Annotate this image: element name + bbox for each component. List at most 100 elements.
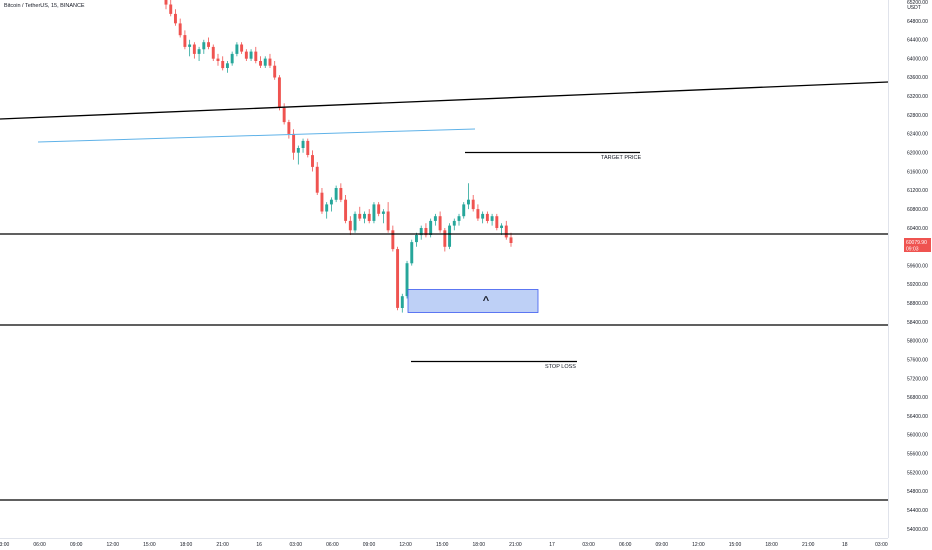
blue-trendline[interactable] [37, 128, 476, 143]
candle-body [334, 188, 338, 200]
time-tick-label: 15:00 [436, 542, 449, 548]
chart-title: Bitcoin / TetherUS, 15, BINANCE [4, 3, 85, 9]
candle-body [372, 204, 376, 221]
time-axis[interactable]: 03:00 06:00 09:00 12:00 15:00 18:00 21:00 16 03:… [0, 542, 888, 548]
time-tick-label: 16 [256, 542, 262, 548]
candle-body [471, 199, 475, 210]
price-tick-label: 63600.00 [907, 75, 928, 81]
candle-body [240, 44, 244, 52]
price-tick-label: 55600.00 [907, 452, 928, 458]
price-tick-label: 54000.00 [907, 527, 928, 533]
candle-body [306, 140, 310, 155]
price-tick-label: 60800.00 [907, 207, 928, 213]
ascending-trendline[interactable] [0, 81, 889, 120]
time-tick-label: 03:00 [0, 542, 9, 548]
candle-series [164, 0, 513, 313]
candle-body [169, 4, 173, 14]
price-tick-label: 55200.00 [907, 470, 928, 476]
price-tick-label: 58800.00 [907, 301, 928, 307]
candle-body [396, 249, 400, 308]
candle-body [457, 216, 461, 221]
price-tick-label: 58400.00 [907, 320, 928, 326]
candle-body [339, 188, 343, 200]
price-tick-label: 57200.00 [907, 376, 928, 382]
candle-body [230, 53, 234, 64]
candle-body [448, 225, 452, 247]
candle-body [282, 108, 286, 123]
candle-body [485, 213, 489, 221]
price-tick-label: 56000.00 [907, 433, 928, 439]
time-tick-label: 18:00 [473, 542, 486, 548]
price-tick-label: 54400.00 [907, 508, 928, 514]
candle-body [259, 61, 262, 66]
price-tick-label: 65200.00 [907, 0, 928, 6]
candle-body [192, 44, 196, 54]
time-tick-label: 03:00 [582, 542, 595, 548]
time-tick-label: 18:00 [765, 542, 778, 548]
time-tick-label: 09:00 [70, 542, 83, 548]
price-tick-label: 62800.00 [907, 113, 928, 119]
candle-body [277, 77, 281, 108]
candle-body [410, 242, 414, 264]
last-price-timer: 09:03 [906, 247, 919, 253]
candle-body [197, 49, 201, 54]
price-tick-label: 59200.00 [907, 282, 928, 288]
price-tick-label: 62400.00 [907, 132, 928, 138]
time-tick-label: 06:00 [619, 542, 632, 548]
candle-body [263, 58, 267, 66]
candle-body [325, 204, 329, 212]
time-tick-label: 09:00 [656, 542, 669, 548]
candle-body [509, 237, 513, 243]
candle-body [358, 213, 362, 219]
price-tick-label: 60400.00 [907, 226, 928, 232]
demand-zone-box[interactable] [407, 289, 539, 313]
candle-body [188, 44, 192, 47]
time-tick-label: 15:00 [143, 542, 156, 548]
target-price-label: TARGET PRICE [601, 155, 641, 161]
candle-body [377, 204, 381, 214]
candle-body [164, 0, 168, 5]
candle-body [344, 199, 348, 221]
candle-body [249, 51, 253, 59]
time-tick-label: 03:00 [290, 542, 303, 548]
candle-body [363, 213, 366, 219]
candle-body [400, 296, 404, 308]
candle-body [268, 58, 272, 66]
candle-body [429, 220, 433, 235]
price-tick-label: 56400.00 [907, 414, 928, 420]
candle-body [419, 228, 423, 236]
time-tick-label: 15:00 [729, 542, 742, 548]
time-tick-label: 09:00 [363, 542, 376, 548]
candle-body [320, 192, 324, 212]
candle-body [443, 230, 447, 247]
candle-body [504, 225, 508, 238]
time-tick-label: 18:00 [180, 542, 193, 548]
candle-body [481, 213, 485, 219]
candle-body [273, 65, 277, 78]
candle-body [462, 204, 466, 217]
candle-body [391, 230, 395, 250]
candle-body [207, 42, 210, 47]
candle-body [292, 133, 296, 153]
candle-body [381, 211, 385, 214]
candle-body [173, 13, 177, 24]
time-tick-label: 21:00 [509, 542, 522, 548]
candle-body [329, 199, 333, 205]
candle-body [386, 211, 390, 231]
price-axis[interactable]: 65200.00 64800.00 64400.00 64000.00 63600.00… [907, 0, 928, 533]
time-tick-label: 18 [842, 542, 848, 548]
price-tick-label: 62000.00 [907, 151, 928, 157]
candle-body [490, 216, 494, 221]
price-tick-label: 64400.00 [907, 38, 928, 44]
candle-body [301, 140, 305, 148]
candle-body [405, 263, 409, 297]
time-tick-label: 21:00 [216, 542, 229, 548]
price-tick-label: 61600.00 [907, 169, 928, 175]
price-tick-label: 64000.00 [907, 56, 928, 62]
candle-body [296, 148, 300, 153]
price-tick-label: 63200.00 [907, 94, 928, 100]
time-tick-label: 03:00 [875, 542, 888, 548]
candle-body [367, 213, 371, 221]
candle-body [287, 122, 291, 134]
